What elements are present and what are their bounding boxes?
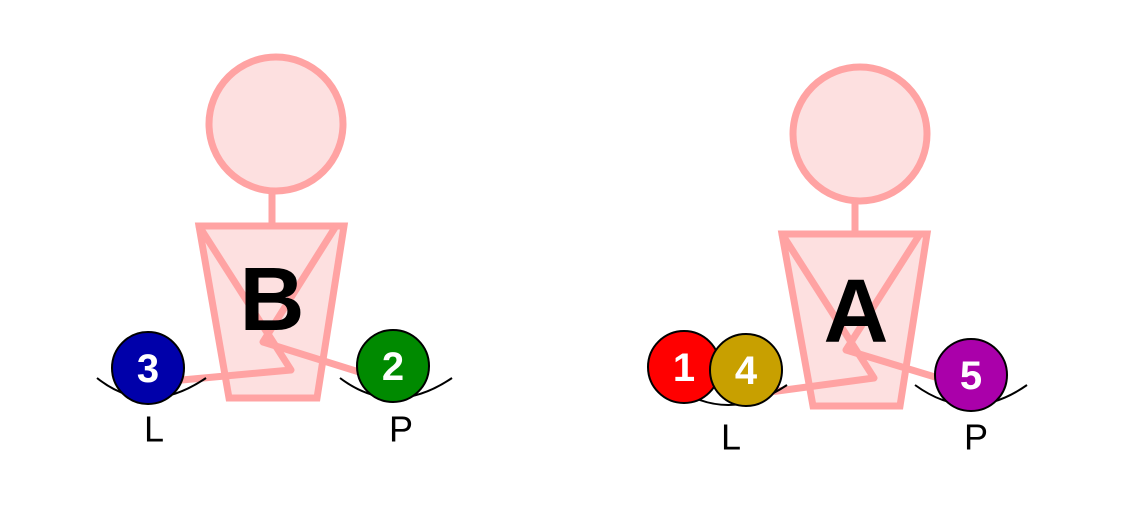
figure-b-right-arm [259,222,392,385]
ball-2: 2 [356,329,430,403]
ball-number: 3 [137,347,159,391]
figure-b-head [205,53,347,195]
figure-b-right-hand: 2 P [339,329,453,450]
ball-circle [111,331,185,405]
ball-4: 4 [709,333,783,407]
hand-label-p: P [964,417,988,458]
hand-label-l: L [144,409,164,450]
ball-circle [934,338,1008,412]
ball-5: 5 [934,338,1008,412]
hand-label-l: L [721,417,741,458]
figure-a-right-hand: 5 P [914,338,1028,458]
ball-number: 5 [960,354,982,398]
ball-number: 1 [673,346,695,390]
figure-b-left-arm [156,222,295,386]
ball-3: 3 [111,331,185,405]
hand-label-p: P [389,409,413,450]
figure-b-letter: B [240,250,305,350]
figure-a-left-hand: 1 4 L [647,330,788,458]
figure-a-head [789,63,931,205]
figure-a-right-arm [842,230,972,391]
ball-circle [709,333,783,407]
figure-a-left-arm [766,230,878,396]
figure-b: B 3 L 2 P [96,53,453,450]
figure-a: A 1 4 L 5 P [647,63,1028,458]
figure-a-letter: A [824,262,889,362]
ball-number: 4 [735,349,758,393]
ball-circle [356,329,430,403]
ball-1: 1 [647,330,721,404]
figure-b-left-hand: 3 L [96,331,207,450]
ball-number: 2 [382,345,404,389]
